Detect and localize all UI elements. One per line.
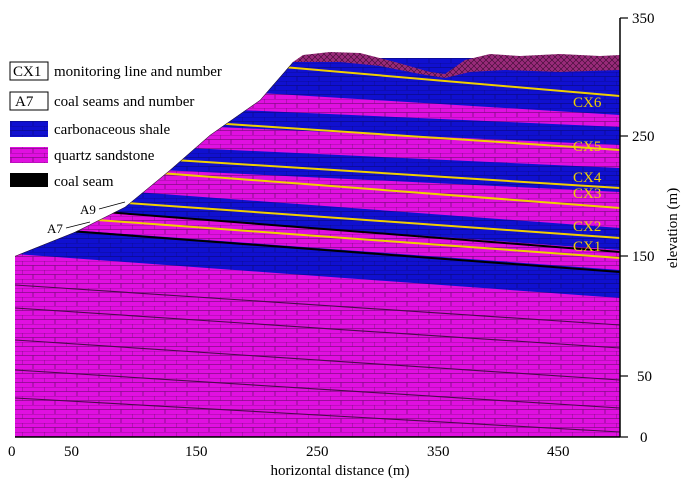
- y-tick-label: 350: [632, 11, 655, 27]
- shale-band-1: [15, 226, 620, 298]
- y-tick-label: 0: [640, 430, 648, 446]
- y-tick-label: 50: [637, 369, 652, 385]
- x-axis: 0 50 150 250 350 450 horizontal distance…: [8, 436, 620, 479]
- legend-label: monitoring line and number: [54, 64, 222, 80]
- monitoring-line-label: CX6: [573, 95, 602, 111]
- y-axis: 350 250 150 50 0 elevation (m): [619, 11, 681, 446]
- monitoring-line-label: CX1: [573, 239, 601, 255]
- x-tick-label: 50: [64, 444, 79, 460]
- monitoring-line-label: CX3: [573, 186, 601, 202]
- legend-item-quartz-sandstone: quartz sandstone: [10, 147, 155, 164]
- x-tick-label: 450: [547, 444, 570, 460]
- x-axis-title: horizontal distance (m): [270, 463, 409, 479]
- coal-seam-lines: [15, 204, 620, 273]
- legend-label: carbonaceous shale: [54, 122, 171, 138]
- legend: CX1 monitoring line and number A7 coal s…: [9, 61, 222, 190]
- legend-label: coal seam: [54, 174, 114, 190]
- coal-seam-label: A9: [80, 202, 96, 217]
- x-tick-label: 150: [185, 444, 208, 460]
- legend-label: quartz sandstone: [54, 148, 155, 164]
- legend-item-coal-seam: coal seam: [10, 173, 114, 190]
- legend-item-coal-seams: A7 coal seams and number: [9, 91, 194, 111]
- y-axis-title: elevation (m): [665, 188, 681, 268]
- x-tick-label: 0: [8, 444, 16, 460]
- top-soil-layer: [293, 52, 620, 78]
- legend-swatch: [10, 173, 48, 187]
- legend-key: CX1: [13, 64, 41, 80]
- coal-seam-label: A7: [47, 221, 63, 236]
- legend-key: A7: [15, 94, 34, 110]
- monitoring-line-label: CX4: [573, 170, 602, 186]
- legend-item-carbonaceous-shale: carbonaceous shale: [10, 121, 171, 138]
- x-tick-label: 250: [306, 444, 329, 460]
- y-tick-label: 150: [632, 249, 655, 265]
- legend-item-monitoring-line: CX1 monitoring line and number: [9, 61, 222, 81]
- y-tick-label: 250: [632, 129, 655, 145]
- monitoring-line-label: CX5: [573, 139, 601, 155]
- monitoring-line-labels: CX6 CX5 CX4 CX3 CX2 CX1: [573, 95, 602, 255]
- x-tick-label: 350: [427, 444, 450, 460]
- coal-seam-labels: A9 A7: [47, 201, 126, 236]
- monitoring-line-label: CX2: [573, 219, 601, 235]
- legend-swatch: [10, 147, 48, 163]
- legend-swatch: [10, 121, 48, 137]
- legend-label: coal seams and number: [54, 94, 194, 110]
- bedding-lines: [15, 284, 620, 433]
